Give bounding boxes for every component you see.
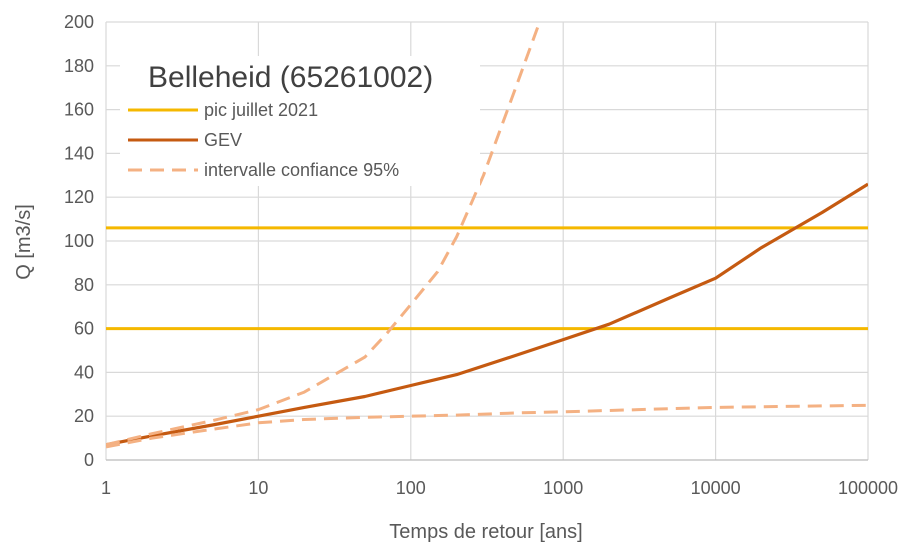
x-tick-label: 100 [396, 478, 426, 498]
y-tick-label: 120 [64, 187, 94, 207]
y-tick-label: 140 [64, 143, 94, 163]
gev-line [106, 182, 868, 447]
y-tick-label: 60 [74, 319, 94, 339]
x-tick-label: 1000 [543, 478, 583, 498]
legend-label-ci: intervalle confiance 95% [204, 160, 399, 180]
title-background [120, 56, 480, 186]
y-tick-label: 0 [84, 450, 94, 470]
legend: Belleheid (65261002) pic juillet 2021 GE… [120, 56, 480, 186]
y-axis-title: Q [m3/s] [13, 204, 35, 280]
x-tick-label: 1 [101, 478, 111, 498]
axes: 0 20 40 60 80 100 120 140 160 180 200 1 10 100 1000 100… [64, 12, 898, 498]
ci-line [106, 22, 542, 447]
y-tick-label: 180 [64, 56, 94, 76]
y-tick-label: 20 [74, 406, 94, 426]
y-tick-label: 80 [74, 275, 94, 295]
x-tick-label: 10 [248, 478, 268, 498]
x-tick-label: 100000 [838, 478, 898, 498]
y-tick-label: 200 [64, 12, 94, 32]
x-axis-title: Temps de retour [ans] [389, 521, 582, 543]
ci-line [106, 403, 868, 449]
series-group [106, 22, 868, 449]
legend-label-gev: GEV [204, 130, 242, 150]
y-tick-label: 160 [64, 100, 94, 120]
chart-title: Belleheid (65261002) [148, 61, 433, 94]
legend-label-pic: pic juillet 2021 [204, 100, 318, 120]
x-tick-label: 10000 [691, 478, 741, 498]
y-tick-label: 100 [64, 231, 94, 251]
y-tick-label: 40 [74, 362, 94, 382]
